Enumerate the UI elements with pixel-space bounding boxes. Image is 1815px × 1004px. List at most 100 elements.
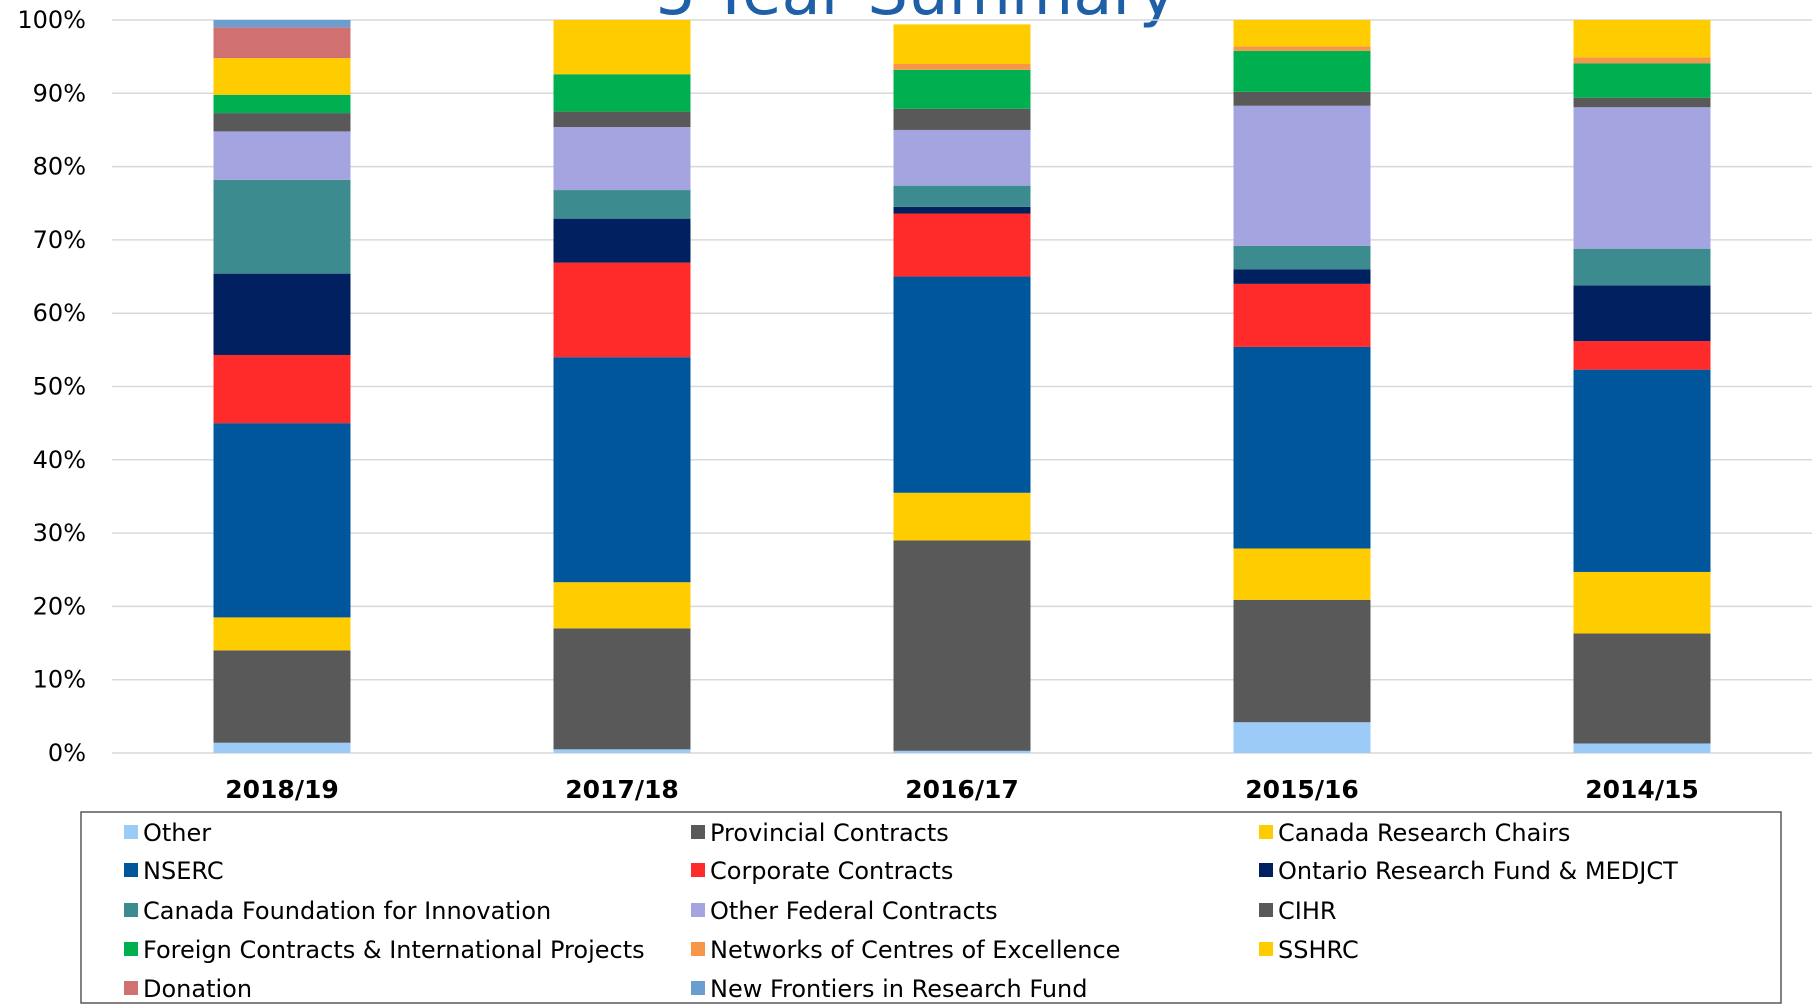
legend-label: Ontario Research Fund & MEDJCT (1278, 857, 1678, 885)
y-tick-label: 70% (33, 226, 86, 254)
legend-swatch (124, 825, 138, 839)
y-tick-label: 60% (33, 299, 86, 327)
legend-label: Canada Research Chairs (1278, 819, 1570, 847)
legend-label: NSERC (143, 857, 224, 885)
legend-label: Networks of Centres of Excellence (710, 936, 1120, 964)
bar-segment (1573, 57, 1711, 64)
bar-segment (1233, 346, 1371, 549)
x-tick-label: 2016/17 (905, 775, 1019, 804)
bar-segment (1233, 105, 1371, 246)
y-tick-label: 30% (33, 519, 86, 547)
bar-segment (213, 113, 351, 132)
legend-label: Provincial Contracts (710, 819, 949, 847)
bar-segment (1573, 107, 1711, 249)
x-tick-label: 2014/15 (1585, 775, 1699, 804)
bar-segment (1233, 548, 1371, 600)
bar-segment (1233, 50, 1371, 92)
bar-segment (213, 179, 351, 274)
legend-swatch (124, 981, 138, 995)
legend-swatch (124, 863, 138, 877)
bar-segment (1573, 369, 1711, 572)
y-tick-label: 10% (33, 666, 86, 694)
bar-segment (213, 58, 351, 95)
bar-segment (213, 273, 351, 355)
legend-swatch (1259, 825, 1273, 839)
bar-segment (1573, 97, 1711, 108)
y-tick-label: 50% (33, 373, 86, 401)
x-tick-label: 2018/19 (225, 775, 339, 804)
legend-label: New Frontiers in Research Fund (710, 975, 1087, 1003)
bar-segment (1573, 248, 1711, 286)
legend-swatch (691, 863, 705, 877)
bar-segment (893, 108, 1031, 130)
x-tick-label: 2015/16 (1245, 775, 1359, 804)
bar-segment (213, 354, 351, 424)
legend-swatch (691, 825, 705, 839)
bar-segment (553, 262, 691, 358)
bar-segment (1573, 285, 1711, 342)
bar-segment (1233, 283, 1371, 347)
bar-segment (893, 492, 1031, 541)
y-tick-label: 100% (17, 6, 86, 34)
legend-label: Corporate Contracts (710, 857, 953, 885)
bar-segment (553, 190, 691, 219)
bar-segment (1573, 633, 1711, 744)
legend-swatch (124, 903, 138, 917)
x-tick-label: 2017/18 (565, 775, 679, 804)
legend-label: Donation (143, 975, 252, 1003)
bar-segment (553, 357, 691, 583)
bar-segment (1573, 63, 1711, 98)
legend-label: Other (143, 819, 211, 847)
legend-swatch (691, 903, 705, 917)
bar-segment (1233, 722, 1371, 753)
bar-segment (893, 185, 1031, 207)
y-tick-label: 20% (33, 592, 86, 620)
bar-segment (893, 129, 1031, 186)
legend-swatch (1259, 903, 1273, 917)
bar-segment (1233, 269, 1371, 284)
bar-segment (213, 742, 351, 753)
bar-segment (1573, 341, 1711, 370)
bar-segment (213, 131, 351, 180)
bar-segment (213, 94, 351, 114)
legend-swatch (124, 942, 138, 956)
bar-segment (553, 749, 691, 753)
bar-segment (553, 628, 691, 750)
bar-segment (893, 750, 1031, 753)
bar-segment (553, 20, 691, 75)
bar-segment (213, 617, 351, 651)
legend-label: Canada Foundation for Innovation (143, 897, 551, 925)
bar-segment (1573, 20, 1711, 58)
bar-segment (213, 20, 351, 28)
bar-segment (893, 276, 1031, 493)
bar-segment (213, 423, 351, 618)
legend-swatch (691, 942, 705, 956)
bar-segment (1233, 20, 1371, 47)
y-tick-label: 80% (33, 153, 86, 181)
legend-box (80, 811, 1782, 1004)
legend-swatch (1259, 863, 1273, 877)
bar-segment (1573, 571, 1711, 634)
bar-segment (1233, 91, 1371, 106)
bar-segment (893, 540, 1031, 751)
bar-segment (893, 24, 1031, 64)
bar-segment (553, 111, 691, 128)
bar-segment (893, 213, 1031, 277)
bar-segment (1233, 46, 1371, 51)
bar-segment (553, 127, 691, 191)
legend-label: Other Federal Contracts (710, 897, 998, 925)
legend-swatch (691, 981, 705, 995)
legend-label: SSHRC (1278, 936, 1359, 964)
legend-swatch (1259, 942, 1273, 956)
bar-segment (893, 69, 1031, 109)
y-tick-label: 40% (33, 446, 86, 474)
y-tick-label: 90% (33, 79, 86, 107)
bar-segment (893, 63, 1031, 70)
bar-segment (893, 206, 1031, 214)
bar-segment (213, 27, 351, 59)
bar-segment (1233, 599, 1371, 723)
bar-segment (553, 218, 691, 263)
bar-segment (213, 650, 351, 743)
bar-segment (1233, 245, 1371, 270)
